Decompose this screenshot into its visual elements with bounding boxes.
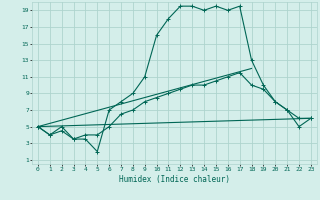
X-axis label: Humidex (Indice chaleur): Humidex (Indice chaleur): [119, 175, 230, 184]
